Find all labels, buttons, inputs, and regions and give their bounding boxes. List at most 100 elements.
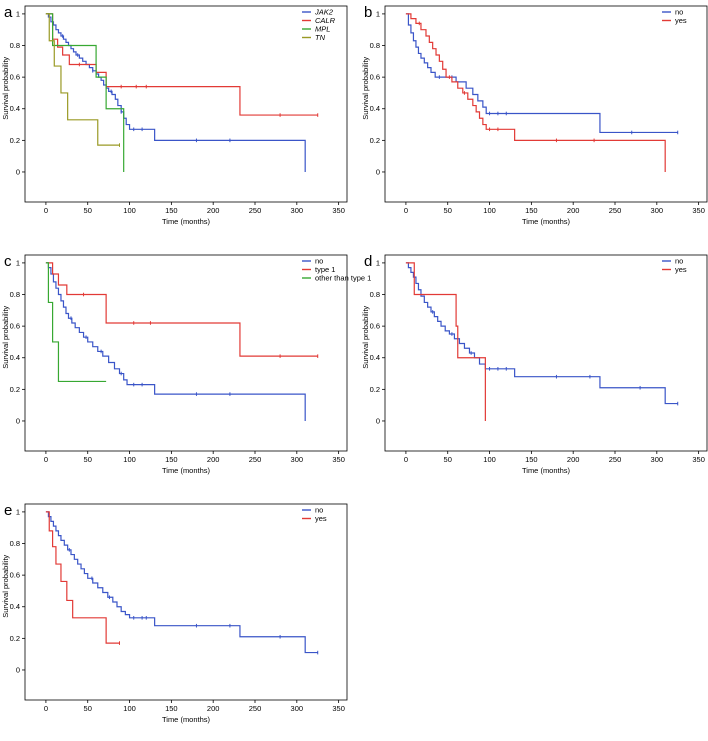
legend-label: no bbox=[315, 257, 323, 266]
y-tick-label: 0.6 bbox=[10, 322, 20, 331]
panel-e: e 0 50 100 150 200 250 300 350 0 0.2 0.4 0.6 0.8 1 Time… bbox=[1, 502, 348, 724]
y-tick-label: 0.4 bbox=[10, 353, 20, 362]
y-tick-label: 1 bbox=[376, 258, 380, 267]
legend-label: MPL bbox=[315, 25, 330, 34]
x-tick-label: 300 bbox=[651, 455, 664, 464]
legend-label: yes bbox=[315, 514, 327, 523]
panel-label: b bbox=[364, 4, 372, 21]
x-tick-label: 150 bbox=[525, 206, 538, 215]
y-tick-label: 0.2 bbox=[10, 634, 20, 643]
y-tick-label: 0.6 bbox=[370, 73, 380, 82]
y-tick-label: 0.8 bbox=[370, 290, 380, 299]
x-tick-label: 250 bbox=[609, 206, 622, 215]
km-curve-yes bbox=[45, 511, 120, 644]
x-tick-label: 0 bbox=[44, 455, 48, 464]
km-curve-no bbox=[405, 13, 678, 134]
y-tick-label: 0.6 bbox=[10, 73, 20, 82]
km-curve-no bbox=[45, 511, 318, 654]
x-tick-label: 100 bbox=[123, 455, 136, 464]
x-tick-label: 250 bbox=[249, 206, 262, 215]
x-tick-label: 0 bbox=[404, 455, 408, 464]
x-tick-label: 50 bbox=[84, 206, 92, 215]
x-tick-label: 200 bbox=[567, 455, 580, 464]
y-axis-label: Survival probability bbox=[361, 57, 370, 120]
x-tick-label: 150 bbox=[165, 455, 178, 464]
plot-frame bbox=[24, 503, 348, 701]
y-tick-label: 0.2 bbox=[370, 136, 380, 145]
panel-d: d 0 50 100 150 200 250 300 350 0 0.2 0.4 0.6 0.8 1 Time… bbox=[361, 253, 708, 475]
x-tick-label: 0 bbox=[44, 704, 48, 713]
y-tick-label: 0 bbox=[376, 167, 380, 176]
y-tick-label: 0.4 bbox=[370, 353, 380, 362]
plot-frame bbox=[24, 254, 348, 452]
y-tick-label: 0.2 bbox=[10, 385, 20, 394]
legend-label: no bbox=[315, 506, 323, 515]
x-tick-label: 50 bbox=[444, 206, 452, 215]
legend-label: no bbox=[675, 257, 683, 266]
km-curve-TN bbox=[45, 13, 120, 146]
x-axis-label: Time (months) bbox=[162, 715, 211, 724]
panel-label: d bbox=[364, 253, 372, 270]
x-tick-label: 200 bbox=[207, 455, 220, 464]
y-tick-label: 0.8 bbox=[10, 539, 20, 548]
x-axis-label: Time (months) bbox=[522, 466, 571, 475]
x-tick-label: 100 bbox=[483, 206, 496, 215]
y-tick-label: 0.2 bbox=[10, 136, 20, 145]
y-tick-label: 0 bbox=[16, 416, 20, 425]
x-tick-label: 200 bbox=[207, 206, 220, 215]
plot-frame bbox=[24, 5, 348, 203]
x-tick-label: 0 bbox=[404, 206, 408, 215]
x-tick-label: 300 bbox=[291, 704, 304, 713]
legend-label: other than type 1 bbox=[315, 274, 371, 283]
x-tick-label: 250 bbox=[249, 704, 262, 713]
x-tick-label: 50 bbox=[444, 455, 452, 464]
legend-label: yes bbox=[675, 16, 687, 25]
y-axis-label: Survival probability bbox=[361, 306, 370, 369]
x-tick-label: 350 bbox=[692, 455, 705, 464]
x-tick-label: 250 bbox=[609, 455, 622, 464]
x-tick-label: 0 bbox=[44, 206, 48, 215]
x-tick-label: 50 bbox=[84, 704, 92, 713]
y-tick-label: 0.8 bbox=[10, 41, 20, 50]
y-tick-label: 0 bbox=[376, 416, 380, 425]
x-tick-label: 100 bbox=[483, 455, 496, 464]
x-tick-label: 350 bbox=[332, 704, 345, 713]
legend-label: JAK2 bbox=[314, 8, 334, 17]
km-curve-yes bbox=[405, 262, 486, 421]
x-tick-label: 100 bbox=[123, 704, 136, 713]
km-curve-yes bbox=[405, 13, 666, 172]
legend-label: CALR bbox=[315, 16, 336, 25]
y-tick-label: 0.4 bbox=[10, 602, 20, 611]
legend-label: yes bbox=[675, 265, 687, 274]
legend-label: TN bbox=[315, 33, 326, 42]
y-tick-label: 0.4 bbox=[10, 104, 20, 113]
y-tick-label: 0.6 bbox=[370, 322, 380, 331]
y-tick-label: 1 bbox=[16, 507, 20, 516]
y-tick-label: 0.2 bbox=[370, 385, 380, 394]
x-tick-label: 350 bbox=[332, 455, 345, 464]
x-axis-label: Time (months) bbox=[522, 217, 571, 226]
y-axis-label: Survival probability bbox=[1, 555, 10, 618]
panel-label: c bbox=[4, 253, 12, 270]
x-tick-label: 200 bbox=[567, 206, 580, 215]
y-tick-label: 0 bbox=[16, 167, 20, 176]
y-axis-label: Survival probability bbox=[1, 306, 10, 369]
panel-c: c 0 50 100 150 200 250 300 350 0 0.2 0.4 0.6 0.8 1 Time… bbox=[1, 253, 371, 475]
y-tick-label: 1 bbox=[16, 9, 20, 18]
legend-label: no bbox=[675, 8, 683, 17]
y-tick-label: 1 bbox=[16, 258, 20, 267]
y-tick-label: 1 bbox=[376, 9, 380, 18]
y-tick-label: 0 bbox=[16, 665, 20, 674]
km-curve-no bbox=[45, 262, 306, 421]
km-curve-JAK2 bbox=[45, 13, 306, 172]
x-tick-label: 300 bbox=[291, 206, 304, 215]
panel-label: a bbox=[4, 4, 13, 21]
legend-label: type 1 bbox=[315, 265, 335, 274]
y-axis-label: Survival probability bbox=[1, 57, 10, 120]
km-curve-other-than-type-1 bbox=[45, 262, 107, 383]
km-curve-type-1 bbox=[45, 262, 318, 357]
x-tick-label: 100 bbox=[123, 206, 136, 215]
panel-label: e bbox=[4, 502, 12, 519]
y-tick-label: 0.8 bbox=[370, 41, 380, 50]
